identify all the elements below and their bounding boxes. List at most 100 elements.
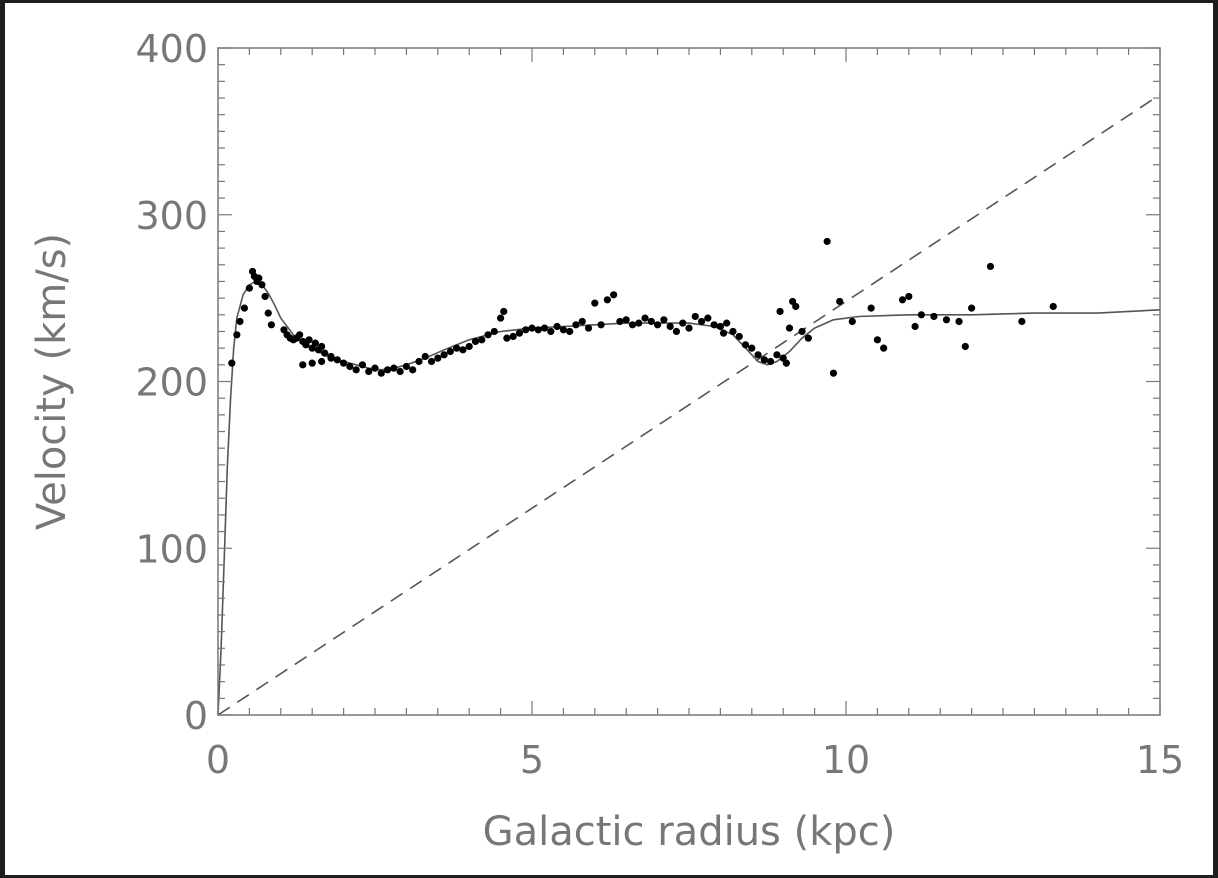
- data-point: [697, 317, 706, 326]
- data-point: [729, 327, 737, 336]
- x-tick-label: 10: [822, 738, 870, 782]
- y-tick-label: 300: [135, 194, 208, 238]
- data-point: [305, 336, 313, 344]
- data-point: [358, 361, 367, 369]
- data-point: [848, 317, 856, 326]
- data-point: [773, 351, 781, 359]
- data-point: [308, 359, 316, 367]
- data-point: [723, 319, 731, 327]
- data-point: [986, 262, 995, 271]
- data-point: [942, 316, 951, 324]
- data-point: [566, 327, 574, 336]
- data-point: [267, 321, 275, 329]
- data-point: [321, 349, 329, 357]
- data-point: [955, 317, 963, 326]
- data-point: [478, 336, 486, 344]
- data-point: [785, 324, 794, 332]
- data-point: [961, 342, 969, 351]
- data-point: [804, 334, 812, 342]
- data-point: [228, 359, 236, 367]
- data-point: [798, 327, 806, 336]
- data-point: [704, 314, 712, 322]
- data-point: [264, 309, 272, 317]
- data-point: [789, 297, 797, 306]
- y-tick-label: 0: [184, 694, 208, 738]
- data-point: [427, 357, 436, 366]
- data-point: [390, 364, 398, 372]
- data-point: [660, 316, 668, 324]
- data-point: [641, 314, 649, 322]
- data-point: [255, 274, 263, 282]
- data-point: [710, 321, 718, 329]
- data-point: [616, 317, 624, 326]
- data-point: [873, 336, 882, 344]
- data-point: [647, 317, 655, 326]
- data-point: [829, 369, 838, 377]
- dashed-line: [217, 94, 1161, 716]
- data-point: [735, 332, 743, 341]
- data-point: [553, 322, 561, 331]
- data-point: [333, 356, 341, 364]
- data-point: [672, 327, 681, 336]
- data-point: [679, 319, 687, 327]
- y-tick-label: 200: [135, 361, 208, 405]
- x-tick-label: 5: [520, 738, 544, 782]
- x-axis-label: Galactic radius (kpc): [483, 809, 896, 855]
- data-point: [500, 307, 508, 316]
- x-tick-label: 0: [206, 738, 230, 782]
- data-point: [415, 357, 423, 366]
- data-point: [867, 304, 875, 312]
- data-point: [434, 354, 442, 362]
- data-point: [402, 362, 410, 371]
- data-point: [635, 319, 643, 327]
- data-point: [754, 351, 762, 359]
- data-point: [782, 359, 790, 367]
- data-point: [622, 316, 630, 324]
- data-point: [597, 321, 605, 329]
- data-point: [603, 296, 611, 304]
- data-point: [1018, 317, 1026, 326]
- data-point: [880, 344, 888, 352]
- data-point: [905, 292, 913, 301]
- plot-area-border: [217, 47, 1161, 716]
- y-tick-label: 400: [135, 27, 208, 71]
- data-point: [484, 331, 492, 339]
- data-point: [547, 327, 555, 336]
- data-point: [610, 291, 618, 299]
- plot-lines: [217, 94, 1161, 716]
- data-point: [741, 341, 750, 349]
- data-point: [497, 314, 505, 322]
- data-point: [261, 292, 269, 301]
- data-point: [245, 284, 253, 292]
- data-point: [311, 339, 319, 347]
- data-points: [228, 237, 1057, 377]
- rotation-curve-fit-line: [217, 280, 1161, 716]
- axis-ticks: [217, 47, 1161, 716]
- data-point: [383, 366, 392, 374]
- data-point: [440, 351, 448, 359]
- data-point: [776, 307, 784, 316]
- data-point: [534, 326, 542, 334]
- data-point: [515, 329, 524, 337]
- data-point: [654, 321, 662, 329]
- data-point: [240, 304, 248, 312]
- data-point: [365, 367, 373, 376]
- data-point: [666, 322, 674, 331]
- data-point: [584, 324, 593, 332]
- data-point: [748, 344, 756, 352]
- data-point: [767, 357, 775, 366]
- data-point: [685, 324, 693, 332]
- data-point: [930, 312, 938, 321]
- data-point: [509, 332, 517, 341]
- data-point: [522, 326, 530, 334]
- data-point: [490, 327, 498, 336]
- data-point: [898, 296, 907, 304]
- x-tick-label: 15: [1136, 738, 1184, 782]
- data-point: [591, 299, 599, 307]
- data-point: [396, 367, 404, 376]
- data-point: [578, 317, 586, 326]
- data-point: [719, 329, 728, 337]
- data-point: [968, 304, 976, 312]
- data-point: [559, 326, 568, 334]
- data-point: [691, 312, 699, 321]
